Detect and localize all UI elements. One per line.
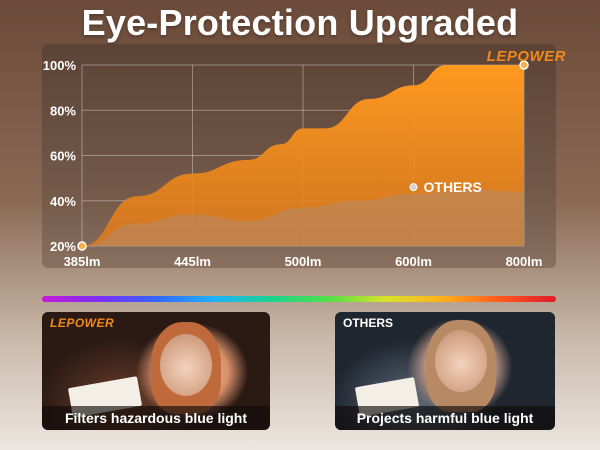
others-badge: OTHERS <box>343 316 394 330</box>
lepower-photo-panel: LEPOWER Filters hazardous blue light <box>42 312 270 430</box>
brightness-comparison-chart: OTHERS 20% 40% 60% 80% 100% 385lm 445lm 500lm 600… <box>43 58 543 268</box>
y-tick-label: 40% <box>50 194 76 209</box>
data-point-marker <box>519 60 529 70</box>
x-tick-label: 600lm <box>395 254 432 268</box>
chart-panel: OTHERS 20% 40% 60% 80% 100% 385lm 445lm 500lm 600… <box>42 44 556 268</box>
color-spectrum-bar <box>42 296 556 302</box>
lepower-badge: LEPOWER <box>50 316 115 330</box>
reader-face <box>435 330 487 392</box>
y-tick-label: 20% <box>50 239 76 254</box>
x-tick-label: 800lm <box>506 254 543 268</box>
others-annotation-label: OTHERS <box>424 179 482 195</box>
y-tick-label: 100% <box>43 58 77 73</box>
y-tick-label: 80% <box>50 103 76 118</box>
y-tick-label: 60% <box>50 149 76 164</box>
lepower-caption: Filters hazardous blue light <box>42 406 270 430</box>
x-tick-label: 385lm <box>64 254 101 268</box>
series-area-others <box>82 189 524 246</box>
x-tick-label: 500lm <box>285 254 322 268</box>
reader-face <box>160 334 212 396</box>
x-tick-label: 445lm <box>174 254 211 268</box>
others-caption: Projects harmful blue light <box>335 406 555 430</box>
others-marker <box>409 183 418 192</box>
others-photo-panel: OTHERS Projects harmful blue light <box>335 312 555 430</box>
page-title: Eye-Protection Upgraded <box>81 2 519 43</box>
brand-logo: LEPOWER <box>486 48 566 65</box>
data-point-marker <box>77 241 87 251</box>
